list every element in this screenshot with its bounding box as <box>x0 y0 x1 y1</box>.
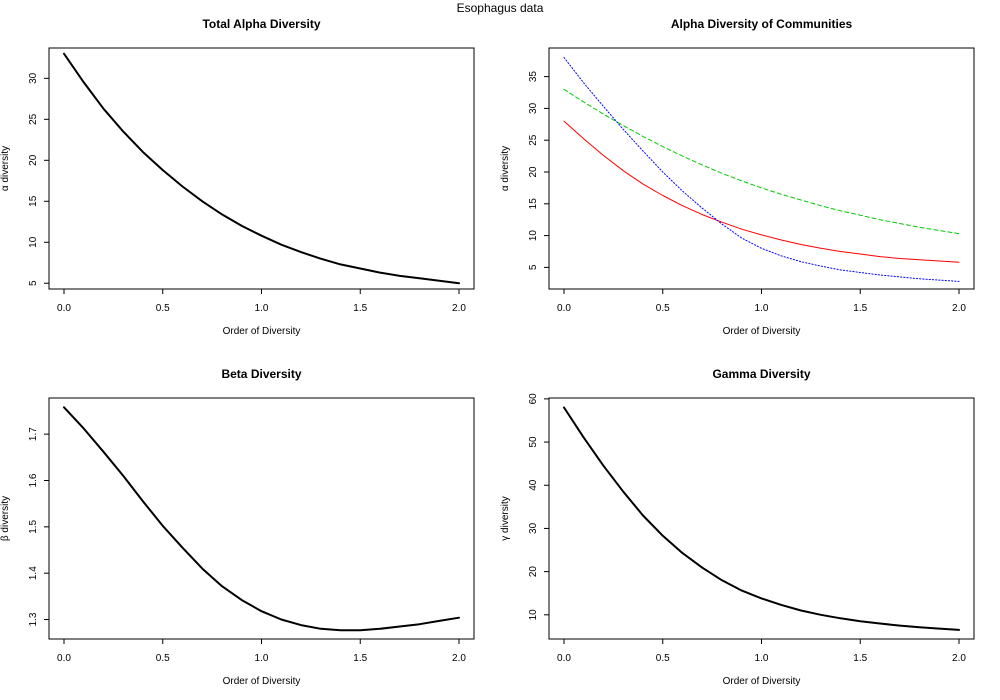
y-axis-label: α diversity <box>500 146 511 191</box>
y-axis-label: β diversity <box>0 496 11 541</box>
plot-frame <box>48 397 475 640</box>
y-tick-label: 1.4 <box>28 566 39 580</box>
y-tick-label: 1.5 <box>28 519 39 533</box>
x-axis-label: Order of Diversity <box>723 326 801 337</box>
panel-title: Gamma Diversity <box>712 367 810 381</box>
y-tick-label: 30 <box>528 522 539 534</box>
x-tick-label: 1.0 <box>255 303 269 314</box>
series-line-total <box>63 52 460 285</box>
series-line-community-1 <box>563 120 960 263</box>
y-tick-label: 20 <box>528 566 539 578</box>
y-tick-label: 1.6 <box>28 473 39 487</box>
panel-total-alpha: Total Alpha Diversity 0.0 0.5 1.0 1.5 2.0 5 10 1… <box>0 17 475 337</box>
plot-frame <box>548 47 975 290</box>
x-tick-label: 0.5 <box>656 653 670 664</box>
panel-gamma: Gamma Diversity 0.0 0.5 1.0 1.5 2.0 10 20 30 40 50… <box>500 367 975 687</box>
x-tick-label: 1.5 <box>853 653 867 664</box>
y-tick-label: 10 <box>28 236 39 248</box>
y-tick-label: 10 <box>528 609 539 621</box>
y-tick-label: 30 <box>28 72 39 84</box>
y-tick-label: 20 <box>528 166 539 178</box>
x-tick-label: 0.0 <box>57 653 71 664</box>
x-tick-label: 2.0 <box>452 303 466 314</box>
x-tick-label: 0.5 <box>156 303 170 314</box>
series-line-community-3 <box>563 57 960 282</box>
figure-title: Esophagus data <box>456 1 544 15</box>
x-tick-label: 0.0 <box>557 653 571 664</box>
panel-title: Total Alpha Diversity <box>202 17 320 31</box>
panel-title: Beta Diversity <box>221 367 301 381</box>
y-tick-label: 30 <box>528 102 539 114</box>
y-tick-label: 5 <box>528 264 539 270</box>
x-axis-label: Order of Diversity <box>223 326 301 337</box>
x-tick-label: 1.0 <box>755 303 769 314</box>
panel-beta: Beta Diversity 0.0 0.5 1.0 1.5 2.0 1.3 1.4 1.5 1.… <box>0 367 475 687</box>
x-axis-label: Order of Diversity <box>723 676 801 687</box>
y-tick-label: 25 <box>28 113 39 125</box>
x-tick-label: 1.0 <box>255 653 269 664</box>
x-tick-label: 0.5 <box>656 303 670 314</box>
y-tick-label: 50 <box>528 436 539 448</box>
x-axis-label: Order of Diversity <box>223 676 301 687</box>
series-line-gamma <box>563 406 960 631</box>
y-tick-label: 60 <box>528 393 539 405</box>
series-line-community-2 <box>563 88 960 235</box>
x-tick-label: 0.5 <box>156 653 170 664</box>
y-axis-label: γ diversity <box>500 496 511 540</box>
x-tick-label: 1.5 <box>353 653 367 664</box>
y-tick-label: 20 <box>28 154 39 166</box>
y-axis-label: α diversity <box>0 146 11 191</box>
y-tick-label: 35 <box>528 71 539 83</box>
y-tick-label: 1.7 <box>28 427 39 441</box>
panel-title: Alpha Diversity of Communities <box>671 17 853 31</box>
y-tick-label: 40 <box>528 479 539 491</box>
y-tick-label: 15 <box>28 195 39 207</box>
y-tick-label: 10 <box>528 230 539 242</box>
x-tick-label: 1.5 <box>353 303 367 314</box>
x-tick-label: 0.0 <box>557 303 571 314</box>
x-tick-label: 2.0 <box>952 653 966 664</box>
panel-alpha-communities: Alpha Diversity of Communities 0.0 0.5 1.0 1… <box>500 17 975 337</box>
plot-frame <box>48 47 475 290</box>
y-tick-label: 1.3 <box>28 612 39 626</box>
y-tick-label: 15 <box>528 198 539 210</box>
x-tick-label: 2.0 <box>952 303 966 314</box>
y-tick-label: 5 <box>28 280 39 286</box>
x-tick-label: 2.0 <box>452 653 466 664</box>
series-line-beta <box>63 406 460 632</box>
x-tick-label: 1.0 <box>755 653 769 664</box>
x-tick-label: 1.5 <box>853 303 867 314</box>
y-tick-label: 25 <box>528 134 539 146</box>
x-tick-label: 0.0 <box>57 303 71 314</box>
plot-frame <box>548 397 975 640</box>
